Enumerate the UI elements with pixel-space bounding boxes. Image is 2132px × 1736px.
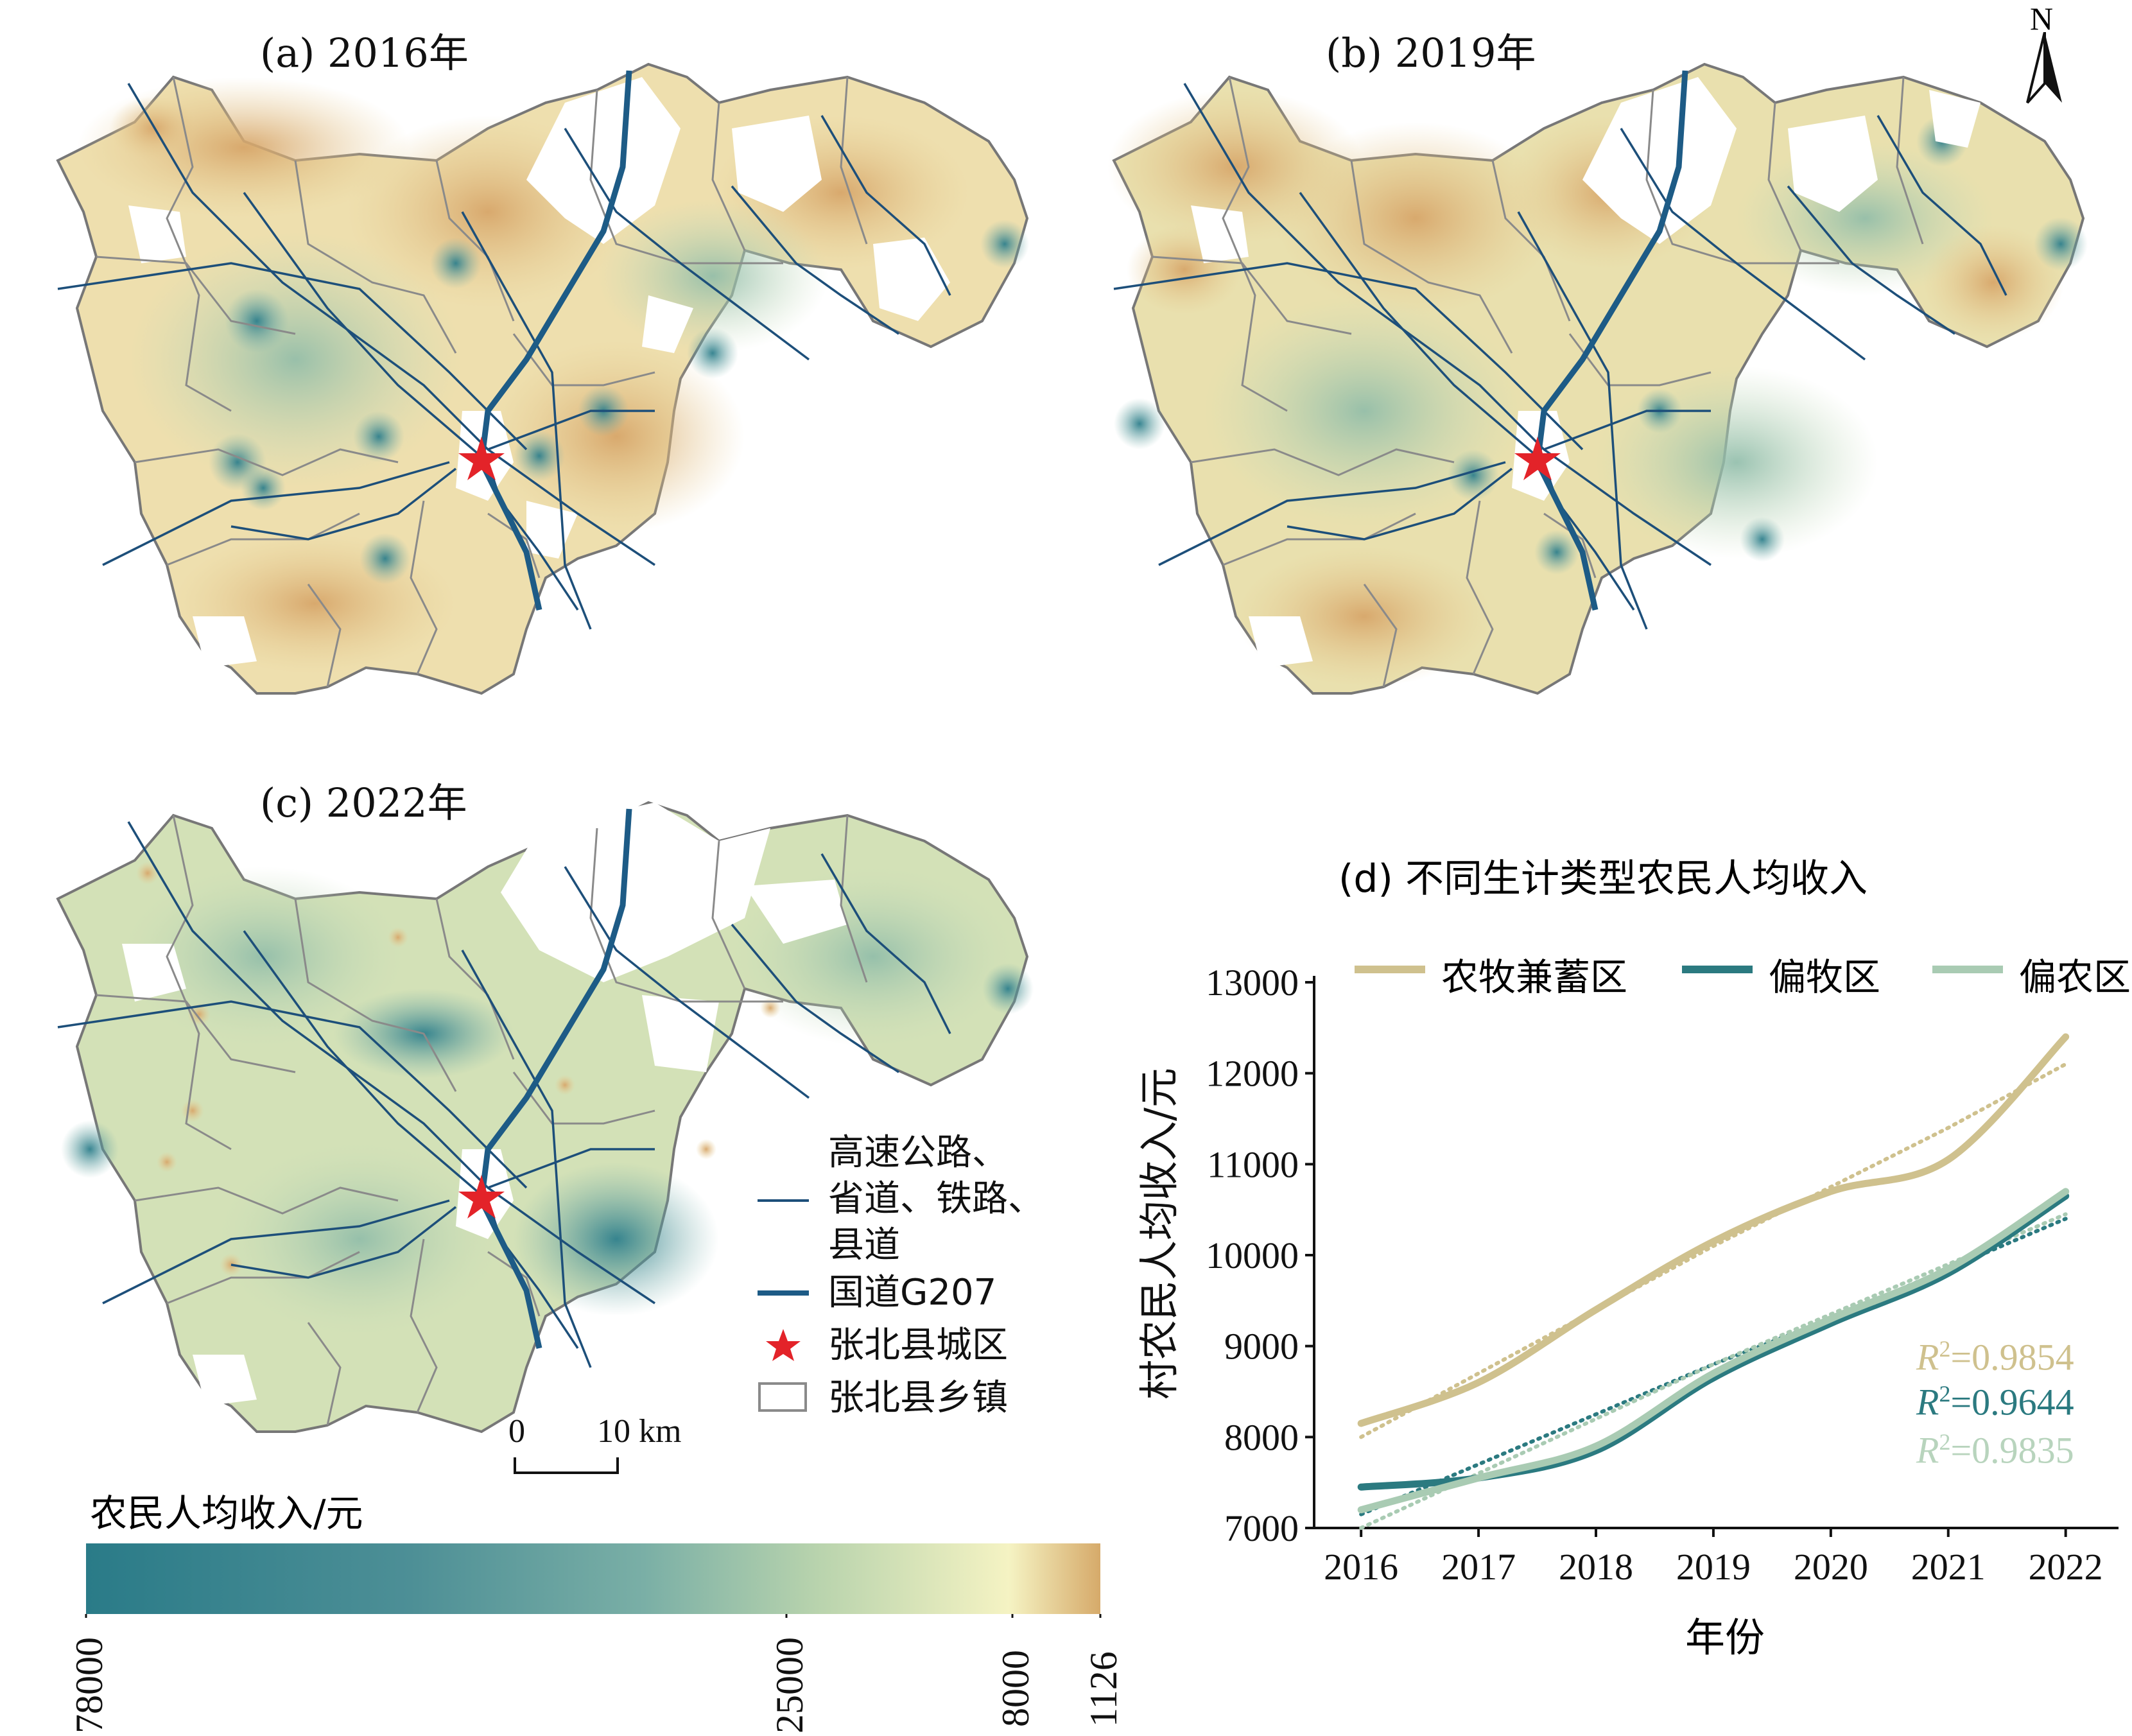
r2-series-2-sym: R — [1916, 1429, 1939, 1471]
township-legend-symbol — [758, 1382, 807, 1412]
national-road-g207 — [478, 70, 632, 611]
map-2019 — [1107, 62, 2088, 695]
national-road-legend-label: 国道G207 — [828, 1272, 997, 1314]
y-tick-label: 13000 — [1206, 962, 1299, 1003]
national-road-g207 — [1534, 70, 1688, 611]
r2-series-1-val: =0.9644 — [1950, 1381, 2074, 1423]
series-line-0 — [1357, 1033, 2070, 1427]
township-legend-label: 张北县乡镇 — [828, 1377, 1008, 1419]
r2-series-0: R2=0.9854 — [1916, 1336, 2074, 1378]
scale-bar: 0 10 km — [501, 1412, 719, 1483]
y-tick-label: 12000 — [1206, 1053, 1299, 1095]
r2-series-1-sym: R — [1916, 1381, 1939, 1423]
x-tick-label: 2022 — [2029, 1546, 2103, 1588]
chart-xlabel: 年份 — [1685, 1614, 1765, 1661]
x-tick-label: 2021 — [1911, 1546, 1986, 1588]
r2-series-0-val: =0.9854 — [1950, 1336, 2074, 1378]
r2-series-0-sym: R — [1916, 1336, 1939, 1378]
north-label: N — [2030, 1, 2054, 37]
township-boundaries — [96, 76, 868, 688]
y-tick-label: 7000 — [1224, 1507, 1299, 1549]
x-tick-label: 2018 — [1559, 1546, 1633, 1588]
panel-b-title: (b) 2019年 — [1326, 30, 1536, 76]
county-town-star — [458, 1175, 505, 1219]
series-line-2 — [1357, 1188, 2070, 1514]
road-legend-symbol — [758, 1199, 809, 1202]
county-town-star — [1514, 437, 1561, 480]
color-legend-title: 农民人均收入/元 — [90, 1491, 363, 1535]
chart-title: (d) 不同生计类型农民人均收入 — [1339, 856, 1868, 901]
color-tick-8000: 8000 — [994, 1650, 1037, 1727]
y-tick-label: 10000 — [1206, 1235, 1299, 1276]
no-data-patches — [128, 77, 950, 668]
color-tick-1126: 1126 — [1082, 1651, 1125, 1727]
map-2016 — [56, 62, 1029, 695]
legend-label-2: 偏农区 — [2019, 955, 2131, 999]
r2-series-2-val: =0.9835 — [1950, 1429, 2074, 1471]
r2-series-1: R2=0.9644 — [1916, 1381, 2074, 1423]
trend-line-2 — [1359, 1212, 2068, 1530]
x-tick-label: 2020 — [1794, 1546, 1868, 1588]
township-boundaries — [1152, 76, 1924, 688]
county-town-legend-label: 张北县城区 — [828, 1324, 1008, 1366]
map-legend: 高速公路、 省道、铁路、 县道 国道G207 张北县城区 张北县乡镇 — [751, 1130, 1085, 1464]
township-boundaries — [96, 815, 868, 1426]
x-tick-label: 2019 — [1676, 1546, 1751, 1588]
color-tick-78000: 78000 — [68, 1637, 110, 1733]
panel-a-title: (a) 2016年 — [260, 30, 469, 76]
x-tick-label: 2017 — [1441, 1546, 1516, 1588]
national-road-legend-symbol — [758, 1290, 809, 1296]
road-legend-line3: 县道 — [828, 1224, 900, 1266]
roads — [57, 821, 951, 1368]
y-tick-label: 8000 — [1224, 1416, 1299, 1458]
y-tick-label: 9000 — [1224, 1326, 1299, 1367]
color-tick-25000: 25000 — [768, 1637, 811, 1733]
trend-line-0 — [1359, 1062, 2068, 1439]
roads — [57, 83, 951, 630]
legend-label-0: 农牧兼蓄区 — [1441, 955, 1628, 999]
north-arrow: N — [2016, 0, 2074, 109]
scale-zero: 0 — [508, 1413, 525, 1450]
scale-distance: 10 km — [597, 1413, 682, 1450]
county-town-star — [458, 437, 505, 480]
color-legend-bar — [85, 1543, 1102, 1618]
star-legend-icon — [766, 1329, 801, 1361]
chart-legend: 农牧兼蓄区 偏牧区 偏农区 — [1355, 947, 2131, 999]
legend-label-1: 偏牧区 — [1769, 955, 1881, 999]
national-road-g207 — [478, 808, 632, 1349]
no-data-patches — [122, 803, 847, 1406]
road-legend-line1: 高速公路、 — [828, 1132, 1008, 1174]
map-2022 — [56, 801, 1034, 1434]
panel-c-title: (c) 2022年 — [260, 779, 467, 826]
y-tick-label: 11000 — [1207, 1143, 1299, 1185]
north-arrow-icon — [2026, 32, 2062, 104]
r2-series-2: R2=0.9835 — [1916, 1429, 2074, 1471]
road-legend-line2: 省道、铁路、 — [828, 1178, 1044, 1220]
x-tick-label: 2016 — [1324, 1546, 1398, 1588]
no-data-patches — [1191, 77, 1980, 668]
income-line-chart: 7000 8000 9000 10000 11000 12000 13000 2016 2017… — [1206, 962, 2119, 1588]
